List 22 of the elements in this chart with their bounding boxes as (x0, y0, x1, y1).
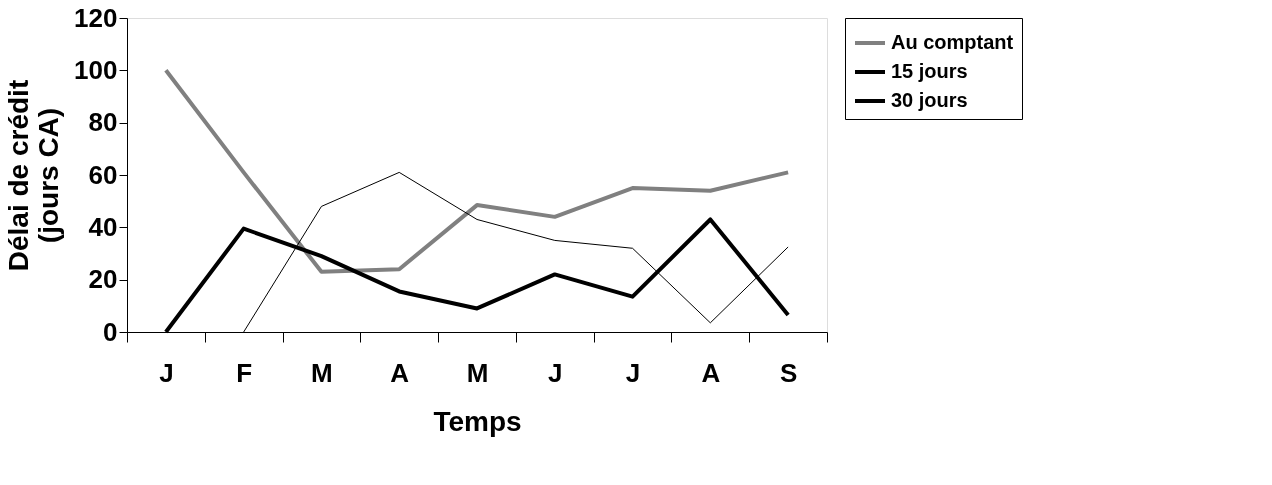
x-tick-label: F (236, 357, 253, 388)
y-tick-label: 60 (88, 159, 118, 190)
legend-label: 30 jours (891, 89, 968, 111)
x-tick-label: M (311, 357, 333, 388)
y-tick-label: 40 (88, 211, 118, 242)
legend-label: Au comptant (891, 31, 1014, 53)
y-tick-label: 120 (74, 2, 118, 33)
x-tick-label: J (548, 357, 563, 388)
x-tick-label: J (159, 357, 174, 388)
x-tick-label: M (466, 357, 489, 388)
x-tick-label: J (625, 357, 641, 388)
legend-label: 15 jours (891, 60, 968, 82)
line-series (163, 68, 791, 274)
x-tick-label: A (390, 357, 410, 388)
x-axis-title: Temps (433, 405, 522, 437)
x-tick-label: S (779, 357, 798, 388)
y-axis-title: Délai de crédit (jours CA) (3, 79, 65, 272)
y-tick-label: 80 (88, 107, 118, 138)
y-tick-label: 0 (103, 316, 118, 347)
y-tick-label: 20 (88, 264, 118, 295)
x-tick-label: A (701, 357, 721, 388)
y-tick-label: 100 (74, 54, 118, 85)
